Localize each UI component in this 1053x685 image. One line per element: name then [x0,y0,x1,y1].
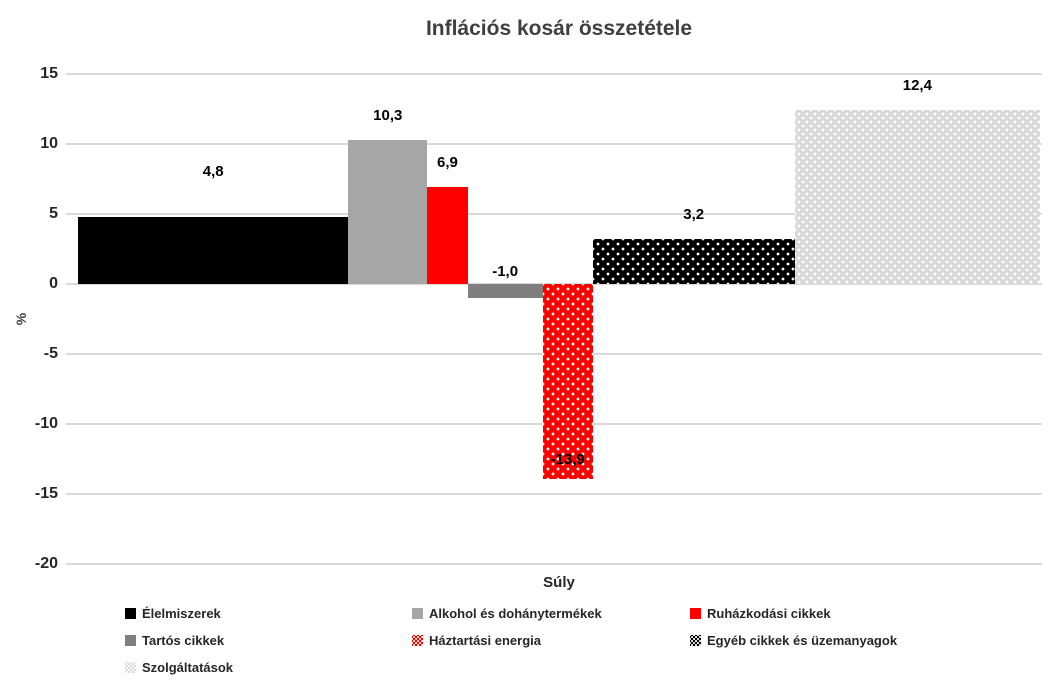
plot-area: 4,8 10,3 6,9 -1,0 -13,9 3,2 12,4 [66,73,1042,565]
chart-title: Inflációs kosár összetétele [425,17,693,40]
legend-marker-icon [412,608,423,619]
gridline--20 [66,563,1042,565]
gridline-5 [66,213,1042,215]
legend-item: Egyéb cikkek és üzemanyagok [690,627,1053,654]
legend-marker-icon [125,608,136,619]
legend-label: Szolgáltatások [142,660,234,675]
bar-6 [592,239,795,284]
legend-marker-icon [690,635,701,646]
bar-value-label: 4,8 [202,162,224,180]
legend-item: Élelmiszerek [125,600,412,627]
legend-label: Tartós cikkek [142,633,225,648]
legend-item: Szolgáltatások [125,654,412,681]
bar-value-label: -13,9 [550,450,585,468]
bar-5 [542,284,593,479]
y-axis-label: % [13,312,29,326]
legend-label: Egyéb cikkek és üzemanyagok [707,633,898,648]
legend-item: Alkohol és dohánytermékek [412,600,690,627]
bar-1 [78,216,349,284]
legend-label: Háztartási energia [429,633,541,648]
gridline--15 [66,493,1042,495]
bar-value-label: 10,3 [373,106,403,124]
y-tick-label: 15 [40,65,58,82]
y-axis: 15 10 5 0 -5 -10 -15 -20 [0,65,58,572]
gridline-15 [66,73,1042,75]
bar-3 [427,187,468,284]
y-tick-label: -10 [34,415,58,432]
y-tick-label: -5 [43,345,58,362]
bar-value-label: 12,4 [902,77,932,95]
legend-item: Ruházkodási cikkek [690,600,1053,627]
bar-value-label: 6,9 [436,154,458,172]
x-axis-label: Súly [543,574,575,591]
bar-value-label: 3,2 [683,206,705,224]
y-tick-label: -15 [34,485,58,502]
legend-label: Ruházkodási cikkek [707,606,831,621]
legend-marker-icon [125,635,136,646]
legend-label: Alkohol és dohánytermékek [429,606,602,621]
legend-marker-icon [412,635,423,646]
legend-marker-icon [690,608,701,619]
y-tick-label: 10 [40,135,58,152]
bar-value-label: -1,0 [492,263,519,280]
gridline-10 [66,143,1042,145]
y-tick-label: 5 [49,205,58,222]
y-tick-label: 0 [49,275,58,292]
legend-item: Háztartási energia [412,627,690,654]
legend-marker-icon [125,662,136,673]
legend-item: Tartós cikkek [125,627,412,654]
legend-label: Élelmiszerek [142,606,221,621]
y-tick-label: -20 [34,555,58,572]
bar-7 [794,110,1040,284]
legend: Élelmiszerek Alkohol és dohánytermékek Ruh… [0,600,1053,681]
bar-4 [467,284,543,298]
bar-2 [348,139,428,284]
